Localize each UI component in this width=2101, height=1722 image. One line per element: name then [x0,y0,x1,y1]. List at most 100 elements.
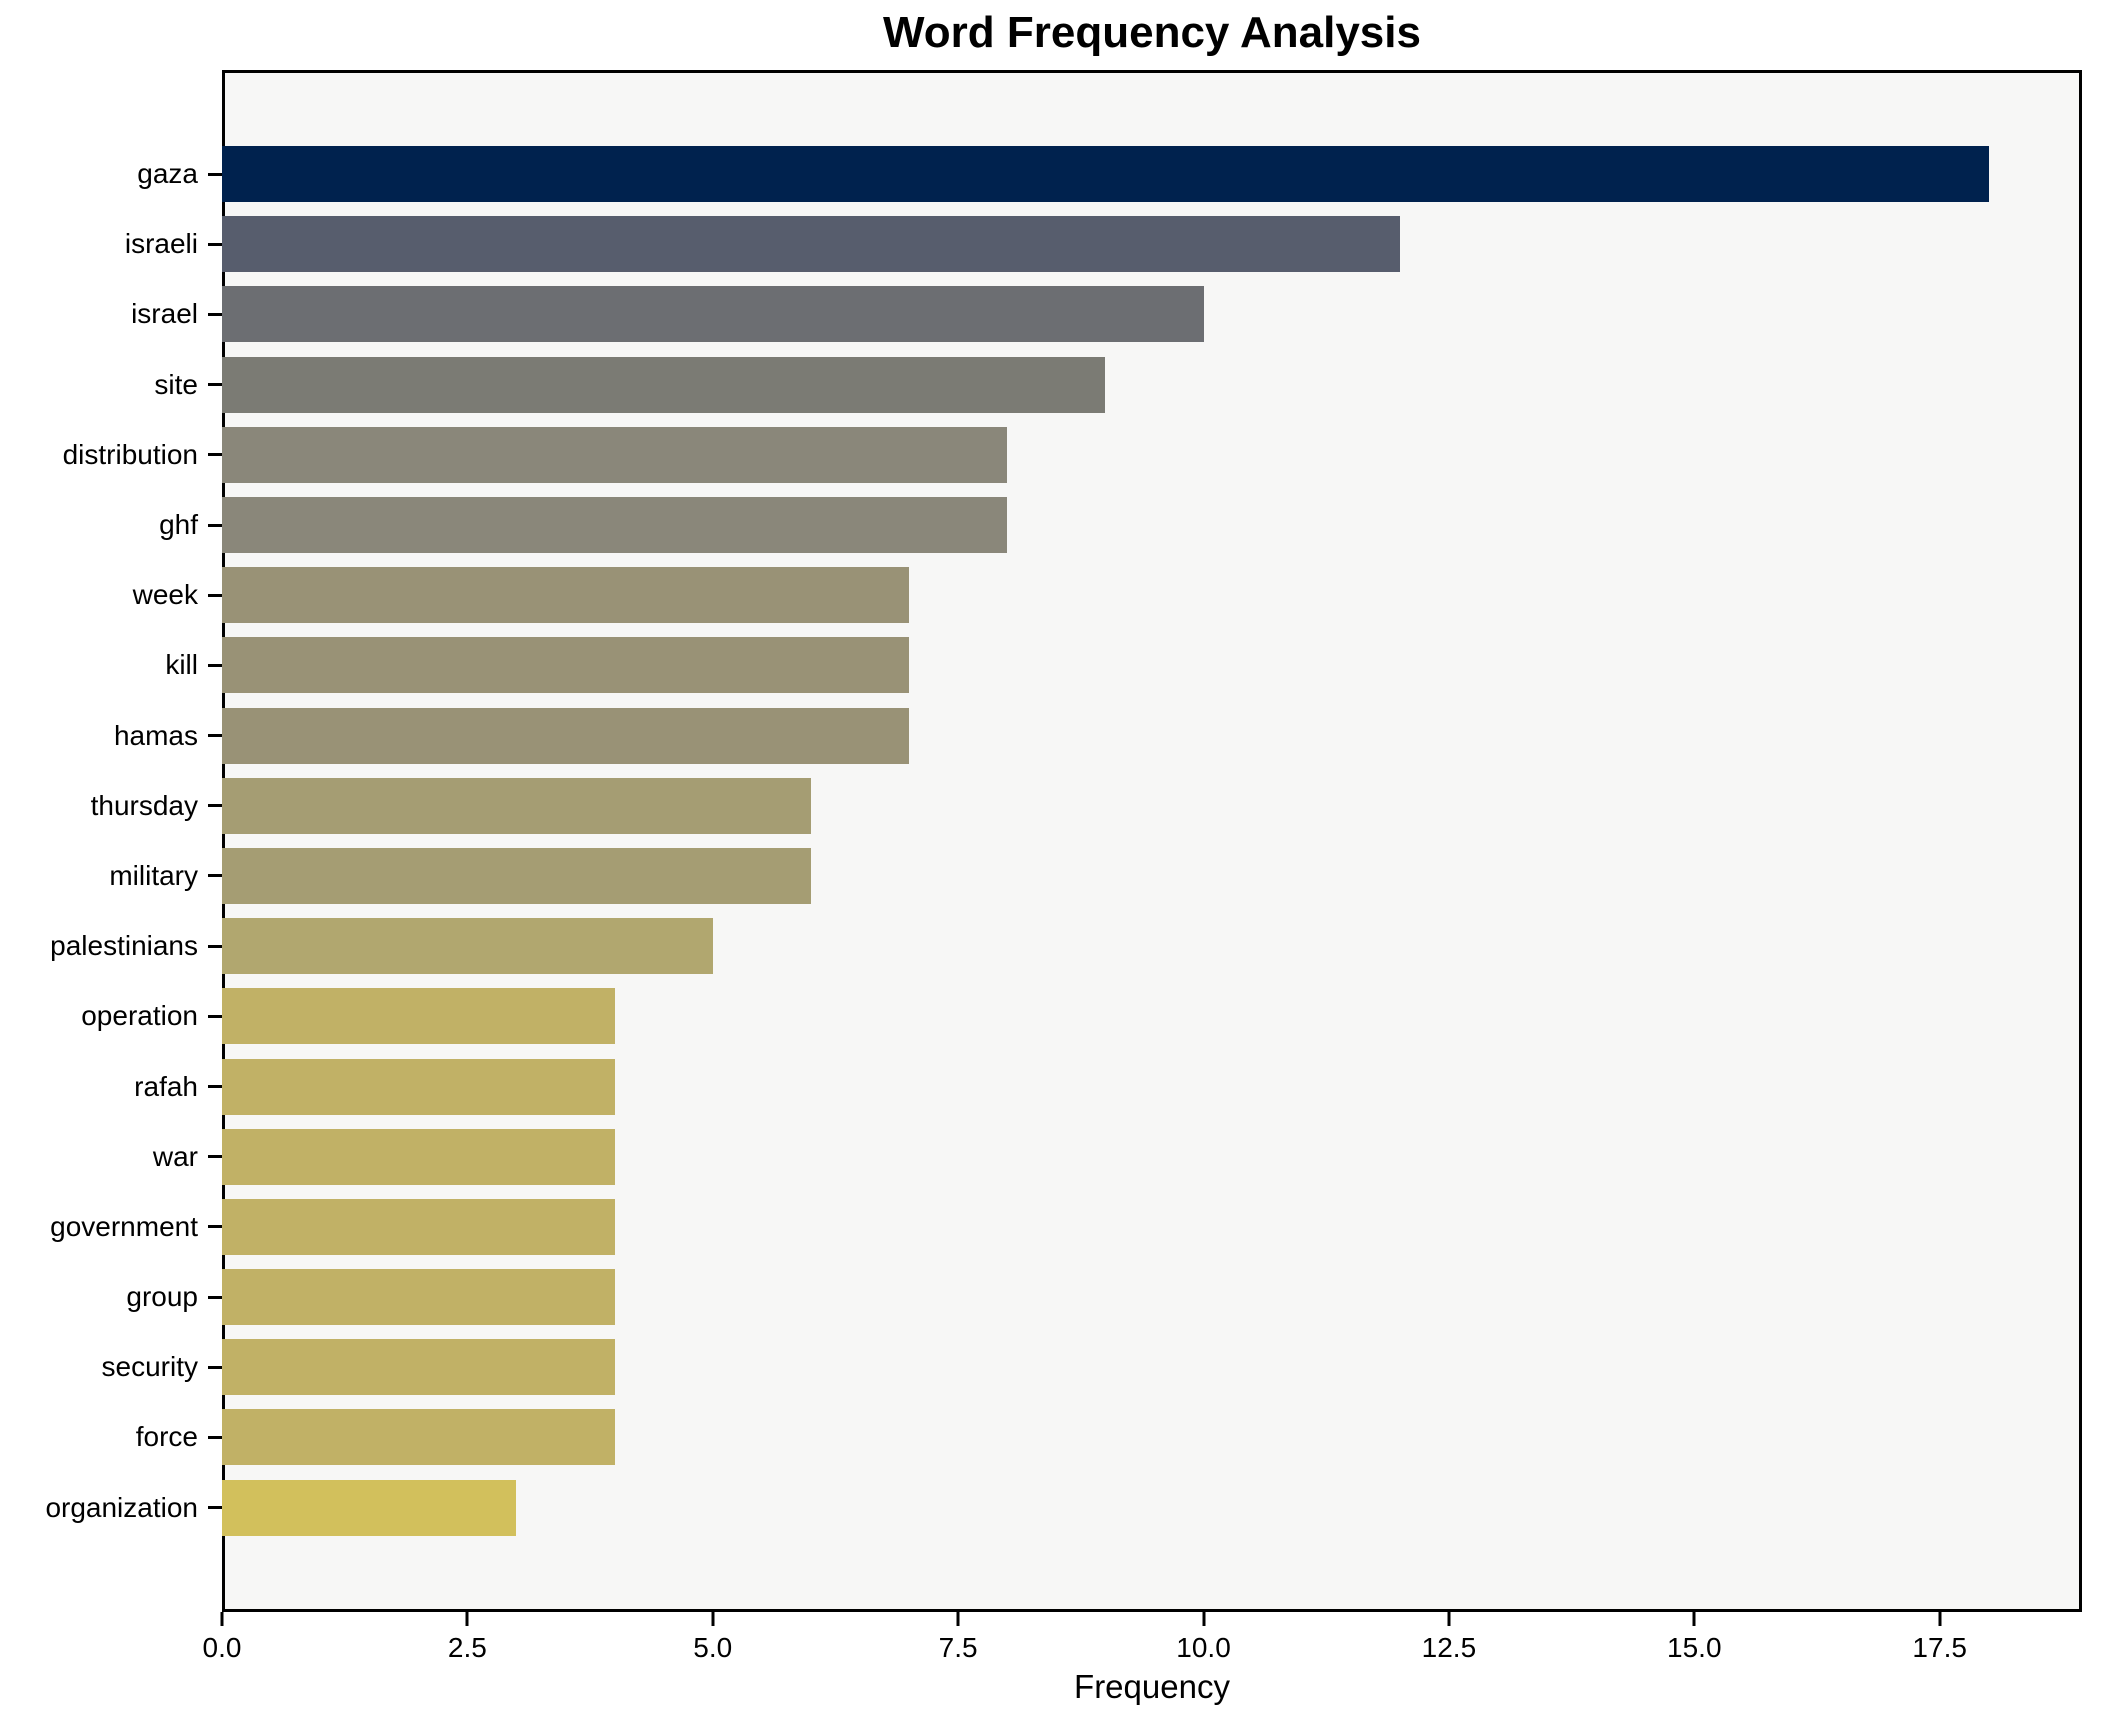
y-axis-label: thursday [90,789,198,821]
y-axis-labels: gaza israeli israel site distribution ghf week… [0,70,198,1612]
y-axis-label: military [109,859,198,891]
y-tick-mark [208,312,222,316]
y-tick-mark [208,1295,222,1299]
bar [222,216,1400,273]
bar [222,497,1008,554]
y-tick-row [208,1051,222,1121]
y-tick-mark [208,944,222,948]
y-tick-mark [208,1085,222,1089]
y-tick-mark [208,734,222,738]
bar-row [222,630,2082,700]
y-tick-mark [208,1155,222,1159]
y-tick-row [208,1473,222,1543]
bar [222,637,910,694]
x-tick-label: 0.0 [202,1632,242,1663]
y-tick-mark [208,1225,222,1229]
x-tick-mark [220,1612,224,1626]
bar [222,1198,615,1255]
y-tick-row [208,841,222,911]
y-tick-row [208,350,222,420]
y-tick-mark [208,1506,222,1510]
bar-row [222,560,2082,630]
x-tick-mark [1692,1612,1696,1626]
y-tick-row [208,1192,222,1262]
x-tick-mark [1447,1612,1451,1626]
x-tick-label: 5.0 [693,1632,733,1663]
bar-row [222,279,2082,349]
bar [222,146,1989,203]
x-tick-label: 17.5 [1912,1632,1967,1663]
y-axis-label: kill [165,649,198,681]
y-axis-label: force [135,1421,198,1453]
y-tick-row [208,209,222,279]
y-tick-row [208,1122,222,1192]
y-tick-mark [208,593,222,597]
y-tick-mark [208,453,222,457]
y-tick-mark [208,172,222,176]
y-axis-label: israeli [124,228,198,260]
y-tick-row [208,420,222,490]
bar-row [222,1192,2082,1262]
x-axis-label: Frequency [1074,1668,1230,1705]
y-tick-row [208,490,222,560]
x-tick-label: 10.0 [1176,1632,1231,1663]
bar-row [222,139,2082,209]
x-tick-mark [711,1612,715,1626]
y-axis-label: israel [131,298,198,330]
y-axis-label: group [126,1281,198,1313]
bar [222,847,811,904]
y-tick-mark [208,663,222,667]
bar [222,1128,615,1185]
x-tick-mark [465,1612,469,1626]
bar-row [222,1051,2082,1121]
bar-row [222,490,2082,560]
bar [222,567,910,624]
y-tick-mark [208,1365,222,1369]
y-axis-label: palestinians [50,930,198,962]
y-tick-row [208,911,222,981]
x-tick-label: 7.5 [938,1632,978,1663]
y-tick-mark [208,804,222,808]
bar-row [222,209,2082,279]
y-axis-label: rafah [134,1070,198,1102]
bar-row [222,1262,2082,1332]
bar [222,918,713,975]
bar [222,1269,615,1326]
y-tick-row [208,279,222,349]
bar-row [222,701,2082,771]
bar-row [222,981,2082,1051]
y-tick-row [208,1332,222,1402]
y-tick-mark [208,383,222,387]
x-tick-label: 2.5 [447,1632,487,1663]
y-tick-row [208,771,222,841]
bar [222,356,1106,413]
y-axis-ticks [208,70,222,1612]
x-tick-mark [956,1612,960,1626]
bar-row [222,1332,2082,1402]
y-tick-row [208,560,222,630]
bar [222,1479,517,1536]
y-axis-label: security [101,1351,198,1383]
y-axis-label: site [154,368,198,400]
bar [222,1409,615,1466]
y-tick-mark [208,1014,222,1018]
bar [222,426,1008,483]
x-axis-ticks: 0.0 2.5 5.0 7.5 10.0 12.5 15.0 17.5 [203,1612,2082,1682]
y-axis-label: organization [45,1491,198,1523]
bar-row [222,841,2082,911]
bar [222,988,615,1045]
y-axis-label: operation [81,1000,198,1032]
y-tick-mark [208,1435,222,1439]
y-axis-label: gaza [137,158,198,190]
y-tick-row [208,701,222,771]
y-tick-row [208,139,222,209]
y-tick-mark [208,523,222,527]
bars-container [222,70,2082,1612]
x-tick-mark [1938,1612,1942,1626]
x-tick-label: 12.5 [1421,1632,1477,1663]
bar [222,777,811,834]
y-axis-label: week [132,579,198,611]
y-axis-label: distribution [62,438,198,470]
bar [222,286,1204,343]
